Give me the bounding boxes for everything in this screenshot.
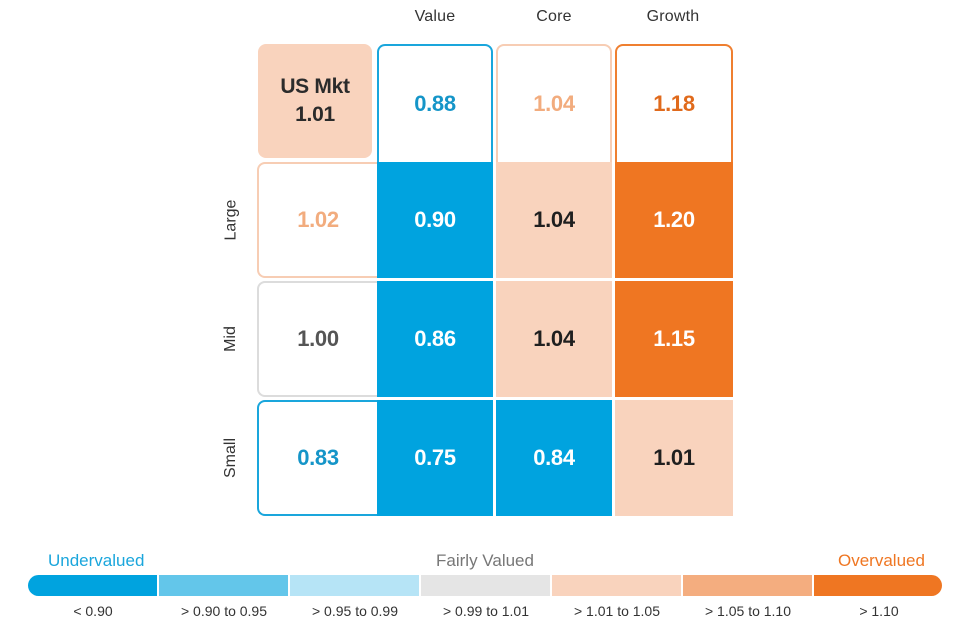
- row-label-mid: Mid: [222, 326, 239, 352]
- column-total-core: 1.04: [496, 44, 612, 162]
- legend-bin-label-2: > 0.90 to 0.95: [180, 603, 268, 619]
- cell-mid-value: 0.86: [377, 281, 493, 397]
- column-total-value: 0.88: [377, 44, 493, 162]
- legend-fairly-valued-label: Fairly Valued: [436, 551, 534, 570]
- row-header-small: Small: [221, 400, 241, 516]
- cell-mid-core: 1.04: [496, 281, 612, 397]
- legend-bin-4: [421, 575, 550, 596]
- legend-overvalued-label: Overvalued: [838, 551, 925, 570]
- us-market-label: US Mkt: [280, 75, 350, 98]
- cell-small-growth: 1.01: [615, 400, 733, 516]
- row-header-large: Large: [221, 162, 241, 278]
- cell-mid-growth: 1.15: [615, 281, 733, 397]
- row-total-large: 1.02: [257, 162, 377, 278]
- legend-bin-label-6: > 1.05 to 1.10: [704, 603, 792, 619]
- row-label-small: Small: [222, 437, 240, 479]
- legend-bin-3: [290, 575, 419, 596]
- cell-small-core: 0.84: [496, 400, 612, 516]
- column-header-core: Core: [536, 8, 572, 25]
- cell-large-core: 1.04: [496, 162, 612, 278]
- legend-bin-1: [28, 575, 157, 596]
- cell-small-value: 0.75: [377, 400, 493, 516]
- legend-bin-label-7: > 1.10: [859, 603, 899, 619]
- legend-bin-label-1: < 0.90: [73, 603, 113, 619]
- legend-bin-7: [814, 575, 942, 596]
- legend-bin-label-3: > 0.95 to 0.99: [311, 603, 399, 619]
- us-market-value: 1.01: [295, 103, 335, 126]
- cell-large-growth: 1.20: [615, 162, 733, 278]
- legend-bin-6: [683, 575, 812, 596]
- column-total-growth: 1.18: [615, 44, 733, 162]
- column-header-value: Value: [414, 8, 456, 25]
- column-header-growth: Growth: [646, 8, 700, 25]
- legend-undervalued-label: Undervalued: [48, 551, 145, 570]
- row-header-mid: Mid: [221, 281, 241, 397]
- row-label-large: Large: [222, 199, 240, 241]
- us-market-card: US Mkt 1.01: [258, 44, 372, 158]
- legend-bin-5: [552, 575, 681, 596]
- row-total-small: 0.83: [257, 400, 377, 516]
- legend-bin-2: [159, 575, 288, 596]
- cell-large-value: 0.90: [377, 162, 493, 278]
- legend-bin-label-4: > 0.99 to 1.01: [442, 603, 530, 619]
- row-total-mid: 1.00: [257, 281, 377, 397]
- legend-bin-label-5: > 1.01 to 1.05: [573, 603, 661, 619]
